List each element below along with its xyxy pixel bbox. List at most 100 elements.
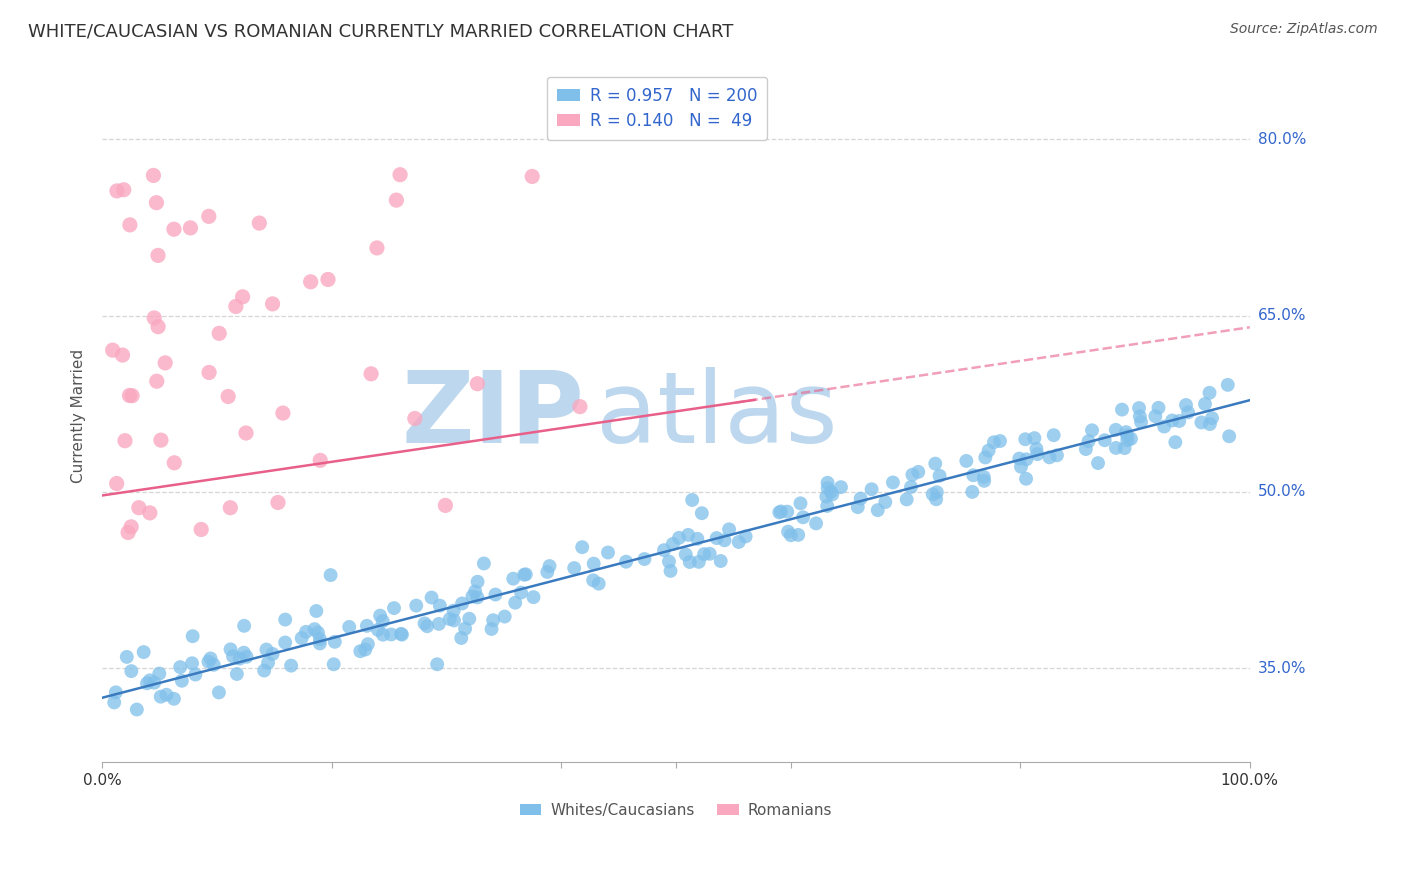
Point	[1218, 429, 1240, 443]
Point	[354, 642, 377, 657]
Point	[309, 453, 332, 467]
Point	[536, 565, 558, 579]
Point	[118, 388, 141, 402]
Point	[484, 588, 506, 602]
Point	[155, 688, 177, 702]
Legend: Whites/Caucasians, Romanians: Whites/Caucasians, Romanians	[513, 797, 838, 824]
Point	[686, 532, 709, 546]
Point	[225, 667, 247, 681]
Point	[780, 528, 803, 542]
Point	[973, 470, 995, 484]
Point	[925, 492, 948, 507]
Point	[467, 376, 489, 391]
Point	[1119, 432, 1142, 446]
Point	[232, 290, 254, 304]
Point	[502, 572, 524, 586]
Point	[316, 272, 339, 286]
Point	[688, 555, 710, 569]
Point	[181, 657, 204, 671]
Point	[308, 636, 330, 650]
Point	[420, 591, 443, 605]
Point	[1042, 428, 1064, 442]
Point	[426, 657, 449, 672]
Point	[804, 516, 827, 531]
Point	[337, 620, 360, 634]
Point	[429, 599, 451, 613]
Point	[1014, 432, 1036, 446]
Point	[815, 490, 838, 504]
Point	[105, 476, 128, 491]
Point	[974, 450, 997, 465]
Point	[323, 635, 346, 649]
Point	[413, 616, 436, 631]
Point	[121, 389, 143, 403]
Point	[817, 481, 839, 495]
Point	[538, 559, 561, 574]
Point	[675, 548, 697, 562]
Point	[464, 584, 486, 599]
Point	[228, 651, 250, 665]
Point	[662, 537, 685, 551]
Point	[163, 691, 186, 706]
Point	[977, 443, 1000, 458]
Point	[389, 627, 412, 641]
Point	[149, 690, 172, 704]
Point	[817, 475, 839, 490]
Point	[307, 625, 329, 640]
Point	[1010, 459, 1032, 474]
Point	[1015, 472, 1038, 486]
Point	[1038, 450, 1060, 465]
Point	[356, 619, 378, 633]
Text: 80.0%: 80.0%	[1258, 132, 1306, 146]
Point	[118, 218, 141, 232]
Point	[522, 169, 544, 184]
Point	[676, 528, 699, 542]
Point	[896, 492, 918, 507]
Point	[139, 506, 162, 520]
Point	[983, 435, 1005, 450]
Point	[568, 400, 591, 414]
Point	[900, 480, 922, 494]
Point	[1216, 377, 1239, 392]
Point	[815, 499, 838, 513]
Point	[380, 627, 402, 641]
Point	[769, 504, 792, 518]
Point	[668, 531, 690, 545]
Point	[924, 457, 946, 471]
Point	[233, 619, 256, 633]
Point	[404, 411, 426, 425]
Point	[582, 557, 605, 571]
Point	[232, 646, 254, 660]
Point	[513, 567, 536, 582]
Point	[458, 612, 481, 626]
Point	[262, 647, 284, 661]
Point	[461, 590, 484, 604]
Text: 50.0%: 50.0%	[1258, 484, 1306, 500]
Point	[699, 547, 721, 561]
Point	[821, 487, 844, 501]
Point	[562, 561, 585, 575]
Point	[1129, 409, 1152, 424]
Point	[467, 574, 489, 589]
Point	[405, 599, 427, 613]
Point	[149, 433, 172, 447]
Text: 35.0%: 35.0%	[1258, 661, 1306, 676]
Point	[434, 499, 457, 513]
Point	[690, 506, 713, 520]
Point	[1147, 401, 1170, 415]
Point	[385, 193, 408, 207]
Point	[792, 510, 814, 524]
Point	[142, 169, 165, 183]
Point	[1128, 401, 1150, 415]
Point	[1115, 425, 1137, 439]
Point	[184, 667, 207, 681]
Point	[163, 456, 186, 470]
Point	[416, 619, 439, 633]
Point	[235, 649, 257, 664]
Point	[136, 676, 159, 690]
Point	[163, 222, 186, 236]
Point	[1024, 431, 1046, 445]
Point	[371, 614, 394, 628]
Point	[169, 660, 191, 674]
Point	[368, 608, 391, 623]
